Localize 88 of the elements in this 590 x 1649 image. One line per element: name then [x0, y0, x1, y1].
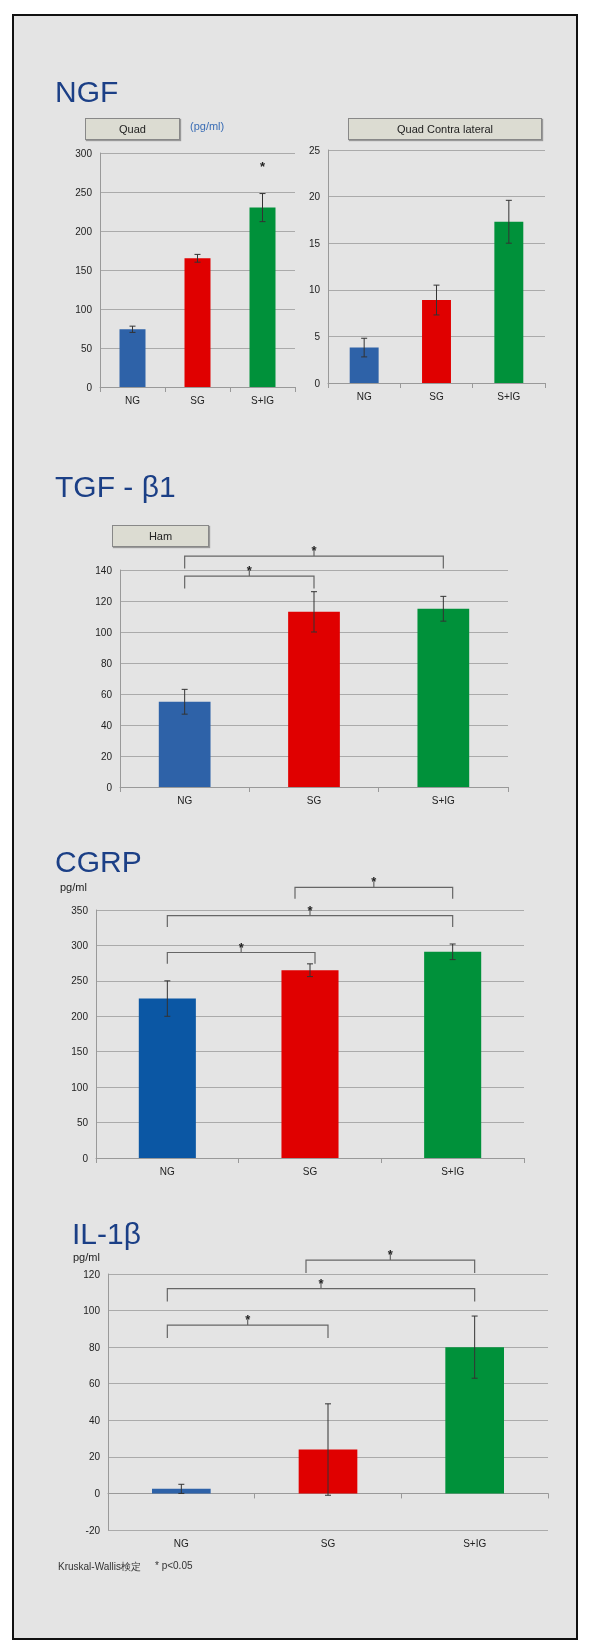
y-tick-label: 100 — [83, 1305, 101, 1317]
y-tick-label: 250 — [71, 975, 89, 987]
chart-title: NGF — [55, 75, 119, 109]
x-tick-label: NG — [159, 1165, 176, 1177]
y-tick-label: 0 — [106, 781, 113, 793]
text: * — [371, 874, 377, 890]
bar — [119, 329, 146, 387]
chart-subtitle: Ham — [112, 525, 209, 547]
annotation: * — [238, 939, 244, 955]
x-tick-label: NG — [177, 794, 193, 806]
y-tick-label: 50 — [76, 1117, 89, 1129]
chart-title: TGF - β1 — [55, 470, 176, 504]
x-tick-label: NG — [356, 390, 372, 402]
y-tick-label: 200 — [75, 225, 93, 237]
annotation: * — [246, 563, 252, 579]
bar — [417, 608, 470, 787]
annotation: * — [307, 902, 313, 918]
y-tick-label: 10 — [308, 284, 321, 296]
y-tick-label: -20 — [85, 1524, 101, 1536]
chart-title: CGRP — [55, 845, 142, 879]
y-tick-label: 200 — [71, 1010, 89, 1022]
y-tick-label: 0 — [82, 1152, 89, 1164]
x-tick-label: S+IG — [463, 1537, 487, 1549]
y-tick-label: 80 — [100, 657, 113, 669]
y-tick-label: 40 — [88, 1414, 101, 1426]
y-tick-label: 0 — [94, 1487, 101, 1499]
bar — [281, 970, 339, 1158]
bar — [288, 611, 340, 787]
y-tick-label: 40 — [100, 719, 113, 731]
text: * — [311, 543, 317, 559]
annotation: * — [245, 1312, 251, 1328]
x-tick-label: S+IG — [497, 390, 521, 402]
text: * — [387, 1247, 393, 1263]
bar — [298, 1449, 358, 1494]
x-tick-label: SG — [320, 1537, 336, 1549]
y-tick-label: 120 — [83, 1268, 101, 1280]
x-tick-label: S+IG — [441, 1165, 465, 1177]
y-tick-label: 140 — [95, 564, 113, 576]
chart-title: IL-1β — [72, 1217, 141, 1251]
text: * p<0.05 — [154, 1560, 193, 1573]
y-tick-label: 150 — [71, 1046, 89, 1058]
y-tick-label: 0 — [86, 381, 93, 393]
y-tick-label: 300 — [75, 147, 93, 159]
y-tick-label: 120 — [95, 595, 113, 607]
bar — [184, 258, 211, 387]
y-tick-label: 15 — [308, 237, 321, 249]
bar — [445, 1347, 504, 1494]
y-tick-label: 250 — [75, 186, 93, 198]
bar — [424, 951, 482, 1158]
x-tick-label: SG — [302, 1165, 318, 1177]
chart-subtitle: Quad Contra lateral — [348, 118, 542, 140]
y-tick-label: 80 — [88, 1341, 101, 1353]
x-tick-label: NG — [173, 1537, 190, 1549]
bar — [158, 701, 211, 787]
y-tick-label: 150 — [75, 264, 93, 276]
bar — [249, 207, 276, 387]
x-tick-label: SG — [429, 390, 444, 402]
text: Kruskal-Wallis検定 — [58, 1560, 141, 1574]
chart-subtitle: Quad — [85, 118, 180, 140]
x-tick-label: SG — [190, 394, 205, 406]
bar — [422, 300, 451, 383]
annotation: * — [318, 1275, 324, 1291]
y-tick-label: 350 — [71, 904, 89, 916]
y-axis-title: (pg/ml) — [190, 120, 225, 132]
y-tick-label: 60 — [100, 688, 113, 700]
bar — [152, 1488, 211, 1494]
annotation: * — [259, 159, 266, 175]
x-tick-label: NG — [125, 394, 141, 406]
y-tick-label: 5 — [314, 330, 321, 342]
x-tick-label: S+IG — [431, 794, 456, 806]
y-tick-label: 60 — [88, 1378, 101, 1390]
y-tick-label: 25 — [308, 144, 321, 156]
x-tick-label: SG — [306, 794, 322, 806]
y-tick-label: 20 — [88, 1451, 101, 1463]
y-tick-label: 300 — [71, 939, 89, 951]
x-tick-label: S+IG — [250, 394, 275, 406]
bar — [349, 347, 379, 383]
y-axis-title: pg/ml — [73, 1251, 100, 1263]
y-tick-label: 50 — [80, 342, 93, 354]
y-axis-title: pg/ml — [60, 881, 87, 893]
y-tick-label: 100 — [75, 303, 93, 315]
y-tick-label: 100 — [71, 1081, 89, 1093]
y-tick-label: 20 — [100, 750, 113, 762]
y-tick-label: 100 — [95, 626, 113, 638]
bar — [138, 998, 196, 1158]
y-tick-label: 20 — [308, 191, 321, 203]
bar — [494, 221, 524, 383]
y-tick-label: 0 — [314, 377, 321, 389]
